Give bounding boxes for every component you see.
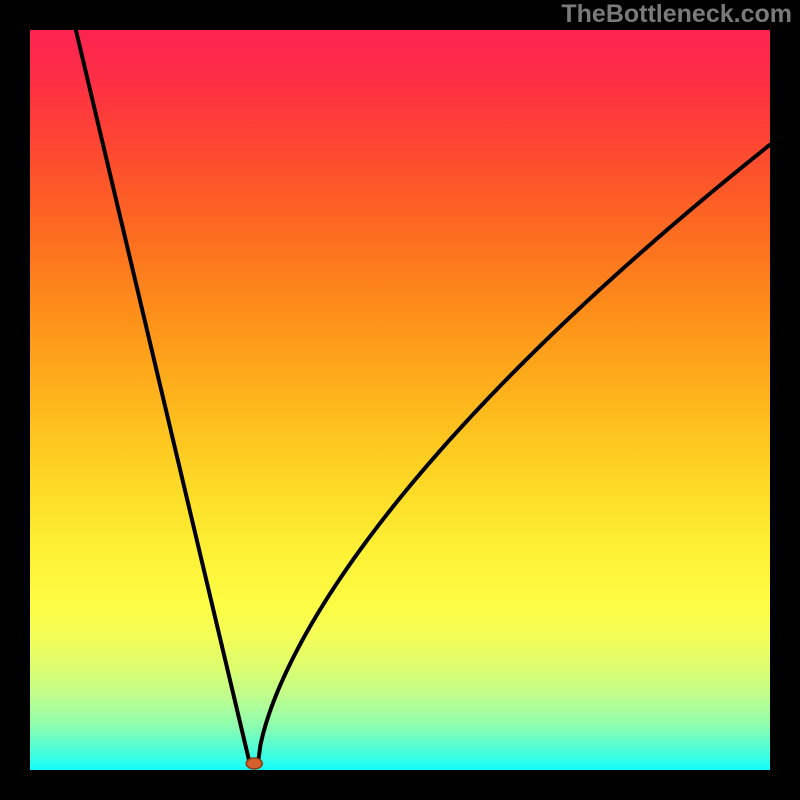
- bottleneck-chart: [30, 30, 770, 770]
- figure-container: TheBottleneck.com: [0, 0, 800, 800]
- watermark-text: TheBottleneck.com: [561, 0, 792, 29]
- minimum-marker: [246, 758, 262, 769]
- chart-background: [30, 30, 770, 770]
